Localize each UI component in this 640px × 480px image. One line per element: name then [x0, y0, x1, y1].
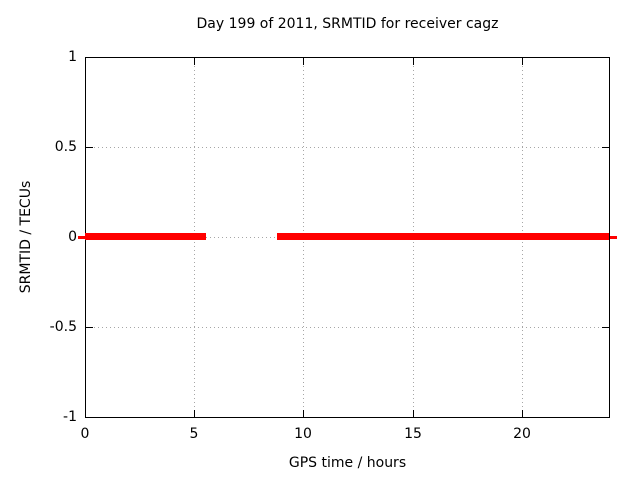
- x-tick-mark: [522, 410, 523, 417]
- y-tick-mark: [602, 147, 609, 148]
- y-tick-label: 0: [68, 229, 77, 245]
- x-tick-label: 0: [80, 426, 90, 442]
- y-tick-label: 0.5: [54, 139, 77, 155]
- chart-title: Day 199 of 2011, SRMTID for receiver cag…: [196, 16, 499, 32]
- x-tick-label: 5: [189, 426, 199, 442]
- y-tick-label: -0.5: [49, 319, 77, 335]
- data-line-segment: [277, 233, 609, 240]
- x-tick-mark: [413, 410, 414, 417]
- x-axis-label: GPS time / hours: [288, 455, 407, 471]
- y-tick-mark: [602, 327, 609, 328]
- gridline-horizontal: [86, 327, 609, 328]
- data-line-segment: [85, 233, 206, 240]
- x-tick-mark: [303, 410, 304, 417]
- y-tick-label: -1: [63, 409, 77, 425]
- x-tick-label: 10: [294, 426, 312, 442]
- x-tick-mark: [194, 58, 195, 65]
- y-tick-mark: [86, 147, 93, 148]
- x-tick-mark: [194, 410, 195, 417]
- x-tick-label: 20: [513, 426, 531, 442]
- x-tick-mark: [413, 58, 414, 65]
- x-tick-mark: [522, 58, 523, 65]
- x-tick-label: 15: [404, 426, 422, 442]
- x-tick-mark: [303, 58, 304, 65]
- zero-line-overhang-left: [78, 236, 85, 239]
- y-tick-label: 1: [68, 49, 77, 65]
- zero-line-overhang-right: [610, 236, 617, 239]
- gridline-horizontal: [86, 147, 609, 148]
- y-tick-mark: [86, 327, 93, 328]
